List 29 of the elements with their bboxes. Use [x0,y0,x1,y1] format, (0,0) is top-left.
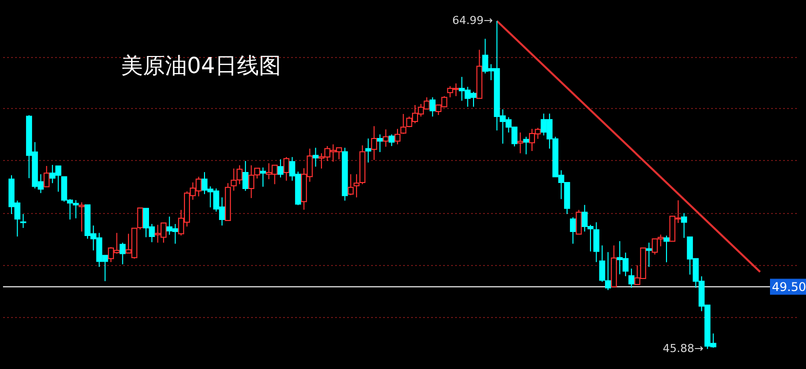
candlestick [681,212,688,238]
candlestick [394,128,400,145]
candlestick [376,134,383,153]
candlestick [283,156,290,182]
candlestick [260,167,266,188]
candlestick [371,126,378,160]
candlestick [570,216,576,244]
annotation: 45.88→ [662,342,704,355]
candlestick [365,138,372,164]
candlestick [312,147,319,168]
candlestick [664,235,670,263]
candlestick [523,136,530,155]
candlestick [517,132,524,154]
candlestick [388,134,395,147]
ref-line-label: 49.50 [772,280,806,294]
candlestick [78,202,85,232]
candlestick [20,214,26,228]
candlestick [628,268,634,288]
annotation: 64.99→ [452,14,493,27]
candlestick [120,242,126,265]
candlestick [348,174,354,196]
text: 美原油04日线图 [121,54,281,79]
candlestick [242,160,248,192]
candlestick [646,242,652,268]
candlestick [430,96,436,118]
candlestick [576,209,582,235]
candlestick [44,165,50,188]
candlestick [278,158,284,178]
candlestick [593,222,600,263]
